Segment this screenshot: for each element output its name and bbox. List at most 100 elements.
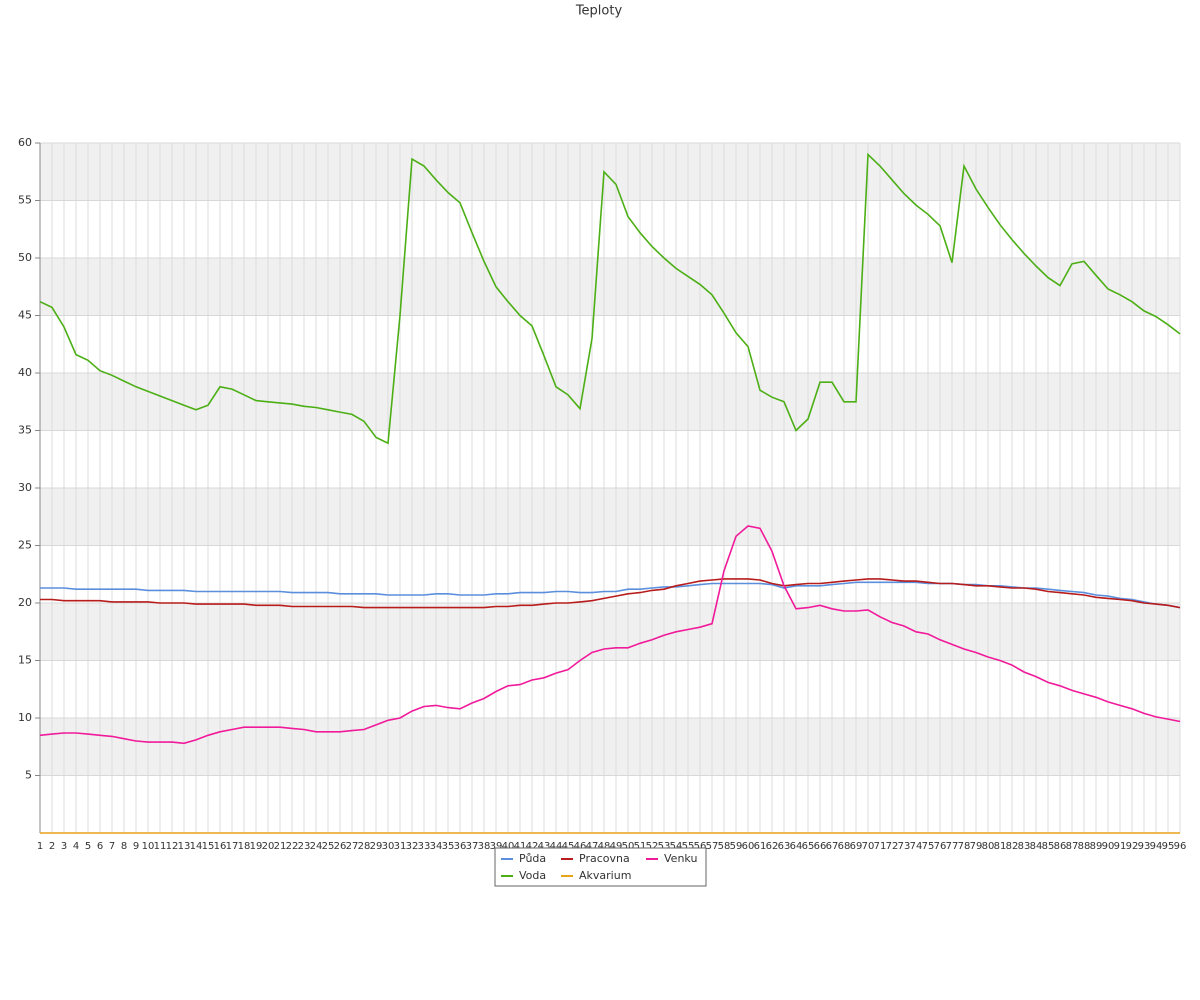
x-tick-label: 34 — [430, 841, 443, 852]
x-tick-label: 62 — [766, 841, 779, 852]
x-tick-label: 73 — [898, 841, 911, 852]
grid-band — [40, 258, 1180, 316]
x-tick-label: 23 — [298, 841, 311, 852]
y-tick-label: 35 — [18, 424, 32, 437]
x-tick-label: 13 — [178, 841, 191, 852]
x-tick-label: 61 — [754, 841, 767, 852]
x-tick-label: 83 — [1018, 841, 1031, 852]
x-tick-label: 9 — [133, 841, 139, 852]
series-line — [40, 578, 1181, 609]
x-tick-label: 31 — [394, 841, 407, 852]
x-tick-label: 14 — [190, 841, 203, 852]
x-tick-label: 96 — [1174, 841, 1187, 852]
x-tick-label: 59 — [730, 841, 743, 852]
x-tick-label: 8 — [121, 841, 127, 852]
x-tick-label: 53 — [658, 841, 671, 852]
chart-title: Teploty — [575, 4, 623, 19]
y-tick-label: 50 — [18, 251, 32, 264]
x-tick-label: 82 — [1006, 841, 1019, 852]
x-tick-label: 12 — [166, 841, 179, 852]
x-tick-label: 80 — [982, 841, 995, 852]
x-tick-label: 50 — [622, 841, 635, 852]
grid-band — [40, 488, 1180, 546]
x-tick-label: 81 — [994, 841, 1007, 852]
x-tick-label: 4 — [73, 841, 79, 852]
x-tick-label: 19 — [250, 841, 263, 852]
x-tick-label: 87 — [1066, 841, 1079, 852]
x-tick-label: 7 — [109, 841, 115, 852]
x-tick-label: 77 — [946, 841, 959, 852]
legend-label: Akvarium — [579, 869, 631, 882]
x-tick-label: 64 — [790, 841, 803, 852]
x-tick-label: 56 — [694, 841, 707, 852]
x-tick-label: 42 — [526, 841, 539, 852]
x-tick-label: 78 — [958, 841, 971, 852]
x-tick-label: 48 — [598, 841, 611, 852]
x-tick-label: 37 — [466, 841, 479, 852]
x-tick-label: 35 — [442, 841, 455, 852]
x-tick-label: 95 — [1162, 841, 1175, 852]
x-tick-label: 11 — [154, 841, 167, 852]
x-tick-label: 71 — [874, 841, 887, 852]
x-tick-label: 76 — [934, 841, 947, 852]
x-tick-label: 1 — [37, 841, 43, 852]
x-tick-label: 15 — [202, 841, 215, 852]
x-tick-label: 39 — [490, 841, 503, 852]
x-tick-label: 40 — [502, 841, 515, 852]
x-tick-label: 36 — [454, 841, 467, 852]
y-tick-label: 30 — [18, 481, 32, 494]
series-line — [39, 152, 1181, 445]
x-tick-label: 22 — [286, 841, 299, 852]
x-tick-label: 38 — [478, 841, 491, 852]
x-tick-label: 89 — [1090, 841, 1103, 852]
x-tick-label: 67 — [826, 841, 839, 852]
x-tick-label: 18 — [238, 841, 251, 852]
legend-label: Venku — [664, 852, 697, 865]
x-tick-label: 60 — [742, 841, 755, 852]
legend: Půda Voda Pracovna Akvarium Venku — [494, 847, 707, 887]
x-tick-label: 91 — [1114, 841, 1127, 852]
grid-band — [40, 373, 1180, 431]
x-tick-label: 85 — [1042, 841, 1055, 852]
grid-band — [40, 603, 1180, 661]
x-tick-label: 16 — [214, 841, 227, 852]
x-tick-label: 93 — [1138, 841, 1151, 852]
x-tick-label: 20 — [262, 841, 275, 852]
x-tick-label: 41 — [514, 841, 527, 852]
x-tick-label: 28 — [358, 841, 371, 852]
x-tick-label: 86 — [1054, 841, 1067, 852]
x-tick-label: 46 — [574, 841, 587, 852]
x-tick-label: 57 — [706, 841, 719, 852]
x-tick-label: 6 — [97, 841, 103, 852]
y-tick-label: 60 — [18, 136, 32, 149]
x-tick-label: 58 — [718, 841, 731, 852]
y-tick-label: 45 — [18, 309, 32, 322]
x-tick-label: 54 — [670, 841, 683, 852]
x-tick-label: 3 — [61, 841, 67, 852]
x-tick-label: 47 — [586, 841, 599, 852]
x-tick-label: 5 — [85, 841, 91, 852]
x-tick-label: 84 — [1030, 841, 1043, 852]
x-tick-label: 74 — [910, 841, 923, 852]
x-tick-label: 17 — [226, 841, 239, 852]
x-tick-label: 94 — [1150, 841, 1163, 852]
legend-box — [494, 847, 707, 887]
series-line — [39, 525, 1181, 745]
x-tick-label: 70 — [862, 841, 875, 852]
x-tick-label: 2 — [49, 841, 55, 852]
x-tick-label: 90 — [1102, 841, 1115, 852]
x-tick-label: 30 — [382, 841, 395, 852]
y-tick-label: 10 — [18, 711, 32, 724]
y-tick-label: 40 — [18, 366, 32, 379]
y-tick-label: 15 — [18, 654, 32, 667]
grid-band — [40, 143, 1180, 201]
x-tick-label: 69 — [850, 841, 863, 852]
y-tick-label: 20 — [18, 596, 32, 609]
x-tick-label: 21 — [274, 841, 287, 852]
x-tick-label: 10 — [142, 841, 155, 852]
x-tick-label: 32 — [406, 841, 419, 852]
x-tick-label: 66 — [814, 841, 827, 852]
y-tick-label: 5 — [25, 769, 32, 782]
x-tick-label: 55 — [682, 841, 695, 852]
